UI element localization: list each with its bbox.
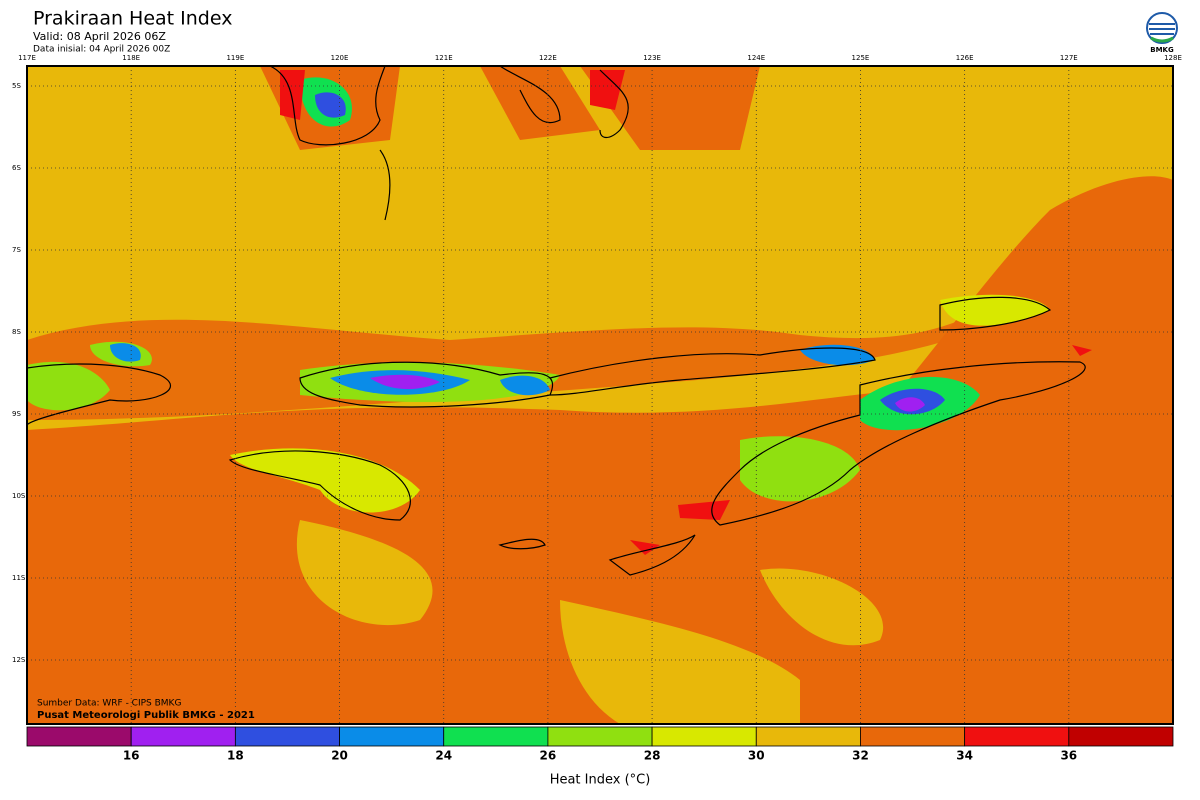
colorbar-swatch <box>964 726 1070 747</box>
init-time: Data inisial: 04 April 2026 00Z <box>33 45 170 55</box>
colorbar-tick-label: 32 <box>852 749 869 763</box>
colorbar-tick-label: 26 <box>540 749 557 763</box>
lat-label: 10S <box>12 492 26 500</box>
coastlines <box>27 66 1086 576</box>
lat-label: 9S <box>12 410 21 418</box>
colorbar-swatch <box>130 726 236 747</box>
lat-label: 7S <box>12 246 21 254</box>
lon-label: 125E <box>852 54 870 62</box>
credit-center: Pusat Meteorologi Publik BMKG - 2021 <box>37 710 255 721</box>
lat-label: 8S <box>12 328 21 336</box>
valid-time: Valid: 08 April 2026 06Z <box>33 30 166 43</box>
lon-label: 120E <box>331 54 349 62</box>
lat-label: 12S <box>12 656 26 664</box>
colorbar-swatch <box>755 726 861 747</box>
credit-source: Sumber Data: WRF - CIPS BMKG <box>37 699 181 709</box>
colorbar-swatch <box>860 726 966 747</box>
colorbar-swatch <box>339 726 445 747</box>
colorbar: 16 18 20 24 26 28 30 32 34 36 <box>26 726 1174 763</box>
colorbar-swatch <box>1068 726 1174 747</box>
colorbar-tick-label: 24 <box>435 749 452 763</box>
lon-label: 123E <box>643 54 661 62</box>
map-frame <box>26 65 1174 725</box>
colorbar-swatch <box>26 726 132 747</box>
colorbar-tick-label: 20 <box>331 749 348 763</box>
lat-label: 6S <box>12 164 21 172</box>
logo: BMKG <box>1146 12 1178 54</box>
colorbar-tick-label: 16 <box>123 749 140 763</box>
lon-label: 122E <box>539 54 557 62</box>
lon-label: 126E <box>956 54 974 62</box>
lon-label: 119E <box>226 54 244 62</box>
title: Prakiraan Heat Index <box>33 8 232 30</box>
colorbar-tick-label: 36 <box>1060 749 1077 763</box>
lon-label: 124E <box>747 54 765 62</box>
graticule: 117E 118E 119E 120E 121E 122E 123E 124E 125E 126E… <box>12 54 1182 724</box>
lat-label: 11S <box>12 574 26 582</box>
colorbar-tick-label: 30 <box>748 749 765 763</box>
lat-label: 5S <box>12 82 21 90</box>
lon-label: 121E <box>435 54 453 62</box>
logo-label: BMKG <box>1150 46 1174 54</box>
colorbar-swatch <box>234 726 340 747</box>
lon-label: 127E <box>1060 54 1078 62</box>
colorbar-tick-label: 34 <box>956 749 973 763</box>
colorbar-tick-label: 18 <box>227 749 244 763</box>
colorbar-label: Heat Index (°C) <box>550 773 651 788</box>
lon-label: 128E <box>1164 54 1182 62</box>
colorbar-swatch <box>651 726 757 747</box>
lon-label: 118E <box>122 54 140 62</box>
colorbar-tick-label: 28 <box>644 749 661 763</box>
lon-label: 117E <box>18 54 36 62</box>
map-field <box>27 66 1173 724</box>
colorbar-swatch <box>443 726 549 747</box>
colorbar-swatch <box>547 726 653 747</box>
